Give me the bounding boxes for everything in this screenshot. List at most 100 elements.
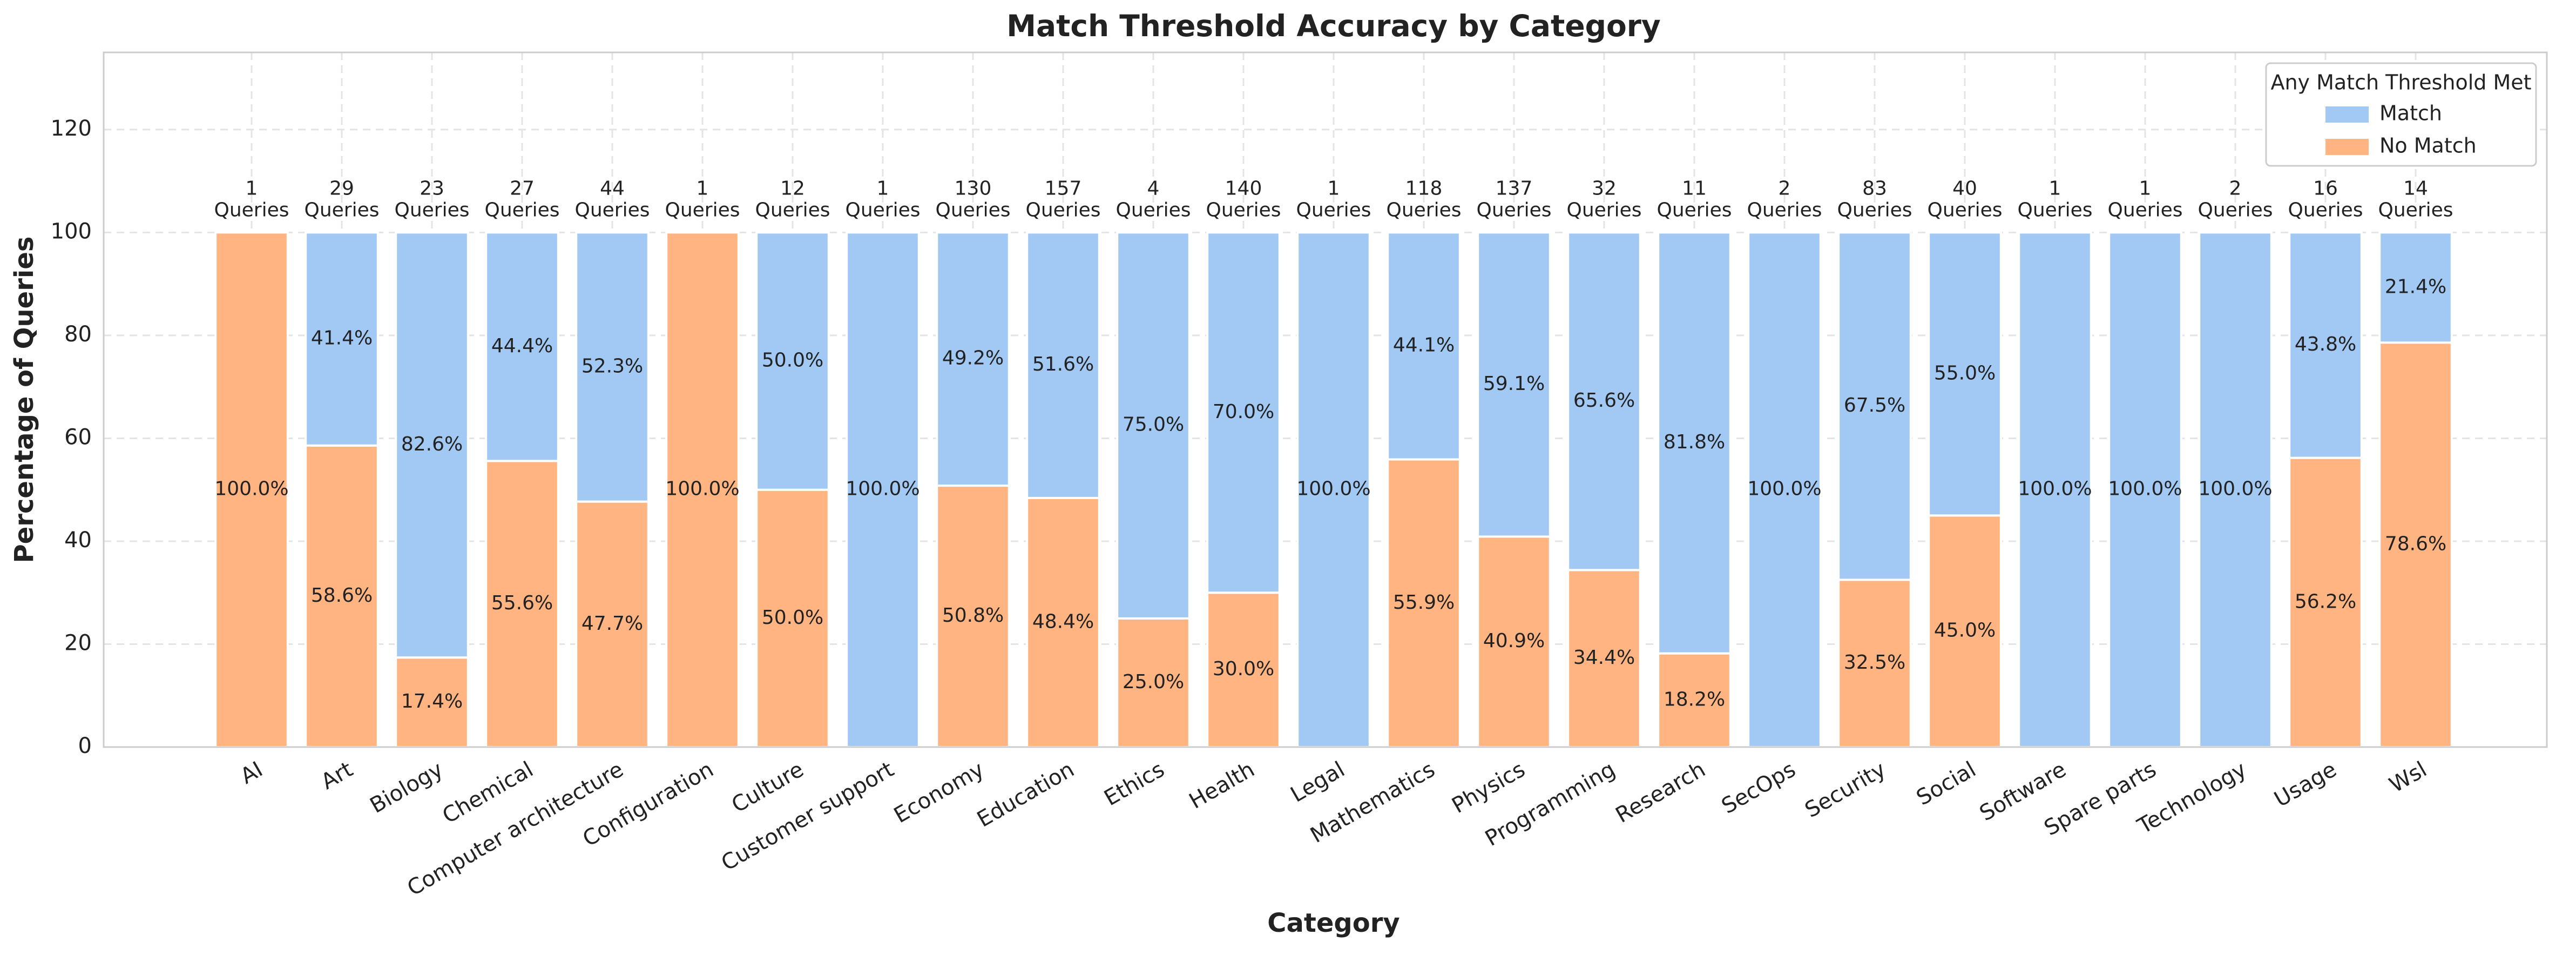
bar-segment bbox=[2198, 231, 2273, 748]
bar-segment bbox=[1116, 231, 1191, 620]
query-word: Queries bbox=[1206, 199, 1281, 221]
value-label: 49.2% bbox=[942, 347, 1004, 369]
query-word: Queries bbox=[304, 199, 379, 221]
bar-segment bbox=[305, 231, 379, 447]
bar-segment bbox=[1567, 231, 1641, 571]
value-label: 21.4% bbox=[2385, 275, 2446, 298]
bar-segment bbox=[1296, 231, 1371, 748]
value-label: 100.0% bbox=[665, 478, 739, 500]
query-count: 1 bbox=[1328, 177, 1340, 199]
query-word: Queries bbox=[665, 199, 740, 221]
query-word: Queries bbox=[2017, 199, 2092, 221]
query-count: 1 bbox=[2139, 177, 2152, 199]
query-word: Queries bbox=[394, 199, 469, 221]
bar-segment bbox=[2018, 231, 2092, 748]
query-count: 44 bbox=[600, 177, 625, 199]
bar-segment bbox=[575, 231, 650, 503]
query-word: Queries bbox=[1386, 199, 1461, 221]
value-label: 100.0% bbox=[1747, 478, 1821, 500]
query-word: Queries bbox=[1115, 199, 1191, 221]
bar-segment bbox=[485, 460, 559, 748]
bar-segment bbox=[1747, 231, 1822, 748]
value-label: 40.9% bbox=[1483, 630, 1545, 652]
query-count: 1 bbox=[877, 177, 889, 199]
bar-segment bbox=[1206, 231, 1281, 594]
query-count: 130 bbox=[955, 177, 992, 199]
query-count: 157 bbox=[1045, 177, 1082, 199]
query-count: 32 bbox=[1592, 177, 1617, 199]
query-count: 29 bbox=[329, 177, 354, 199]
value-label: 81.8% bbox=[1664, 431, 1725, 453]
bar-segment bbox=[1026, 496, 1100, 748]
value-label: 100.0% bbox=[2198, 478, 2272, 500]
bar-segment bbox=[2288, 456, 2363, 748]
value-label: 70.0% bbox=[1213, 401, 1274, 423]
value-label: 51.6% bbox=[1032, 353, 1094, 375]
query-count: 2 bbox=[1779, 177, 1791, 199]
value-label: 52.3% bbox=[582, 355, 643, 378]
query-word: Queries bbox=[1296, 199, 1371, 221]
y-tick-label: 40 bbox=[64, 528, 92, 553]
value-label: 100.0% bbox=[1296, 478, 1370, 500]
value-label: 48.4% bbox=[1032, 610, 1094, 633]
value-label: 17.4% bbox=[401, 690, 463, 712]
query-word: Queries bbox=[1747, 199, 1822, 221]
bar-segment bbox=[1657, 231, 1732, 655]
query-count: 4 bbox=[1147, 177, 1160, 199]
value-label: 78.6% bbox=[2385, 533, 2446, 555]
value-label: 41.4% bbox=[311, 327, 373, 349]
value-label: 82.6% bbox=[401, 433, 463, 455]
bar-segment bbox=[1387, 231, 1461, 461]
query-word: Queries bbox=[935, 199, 1010, 221]
bar-segment bbox=[485, 231, 559, 462]
bar-segment bbox=[1567, 569, 1641, 748]
value-label: 56.2% bbox=[2295, 590, 2356, 613]
value-label: 55.6% bbox=[491, 592, 553, 614]
value-label: 55.9% bbox=[1393, 591, 1455, 614]
bar-segment bbox=[2378, 231, 2453, 344]
bar-segment bbox=[305, 444, 379, 748]
query-count: 11 bbox=[1682, 177, 1707, 199]
bar-segment bbox=[395, 231, 469, 659]
plot-frame bbox=[103, 51, 2548, 748]
query-count: 40 bbox=[1952, 177, 1977, 199]
query-count: 137 bbox=[1496, 177, 1533, 199]
y-tick-label: 80 bbox=[64, 322, 92, 347]
value-label: 100.0% bbox=[2108, 478, 2182, 500]
query-count: 1 bbox=[2049, 177, 2061, 199]
x-axis-label: Category bbox=[1267, 908, 1399, 938]
bar-segment bbox=[2288, 231, 2363, 459]
value-label: 100.0% bbox=[846, 478, 919, 500]
y-axis-label: Percentage of Queries bbox=[9, 237, 39, 563]
bar-segment bbox=[214, 231, 289, 748]
y-tick-label: 100 bbox=[51, 219, 92, 244]
query-count: 12 bbox=[780, 177, 805, 199]
bar-segment bbox=[395, 656, 469, 749]
query-word: Queries bbox=[1837, 199, 1912, 221]
bar-segment bbox=[1026, 231, 1100, 499]
value-label: 47.7% bbox=[582, 613, 643, 635]
legend-swatch bbox=[2325, 139, 2369, 155]
value-label: 58.6% bbox=[311, 584, 373, 607]
value-label: 44.1% bbox=[1393, 334, 1455, 356]
value-label: 45.0% bbox=[1934, 620, 1996, 642]
value-label: 18.2% bbox=[1664, 688, 1725, 710]
query-count: 118 bbox=[1405, 177, 1443, 199]
value-label: 50.0% bbox=[762, 607, 823, 629]
bar-segment bbox=[1657, 652, 1732, 749]
bar-segment bbox=[1928, 231, 2002, 517]
query-count: 1 bbox=[697, 177, 709, 199]
value-label: 50.8% bbox=[942, 604, 1004, 627]
bar-segment bbox=[1477, 535, 1551, 749]
query-word: Queries bbox=[1476, 199, 1551, 221]
query-word: Queries bbox=[2107, 199, 2182, 221]
y-tick-label: 60 bbox=[64, 425, 92, 449]
value-label: 65.6% bbox=[1573, 389, 1635, 412]
value-label: 75.0% bbox=[1123, 414, 1184, 436]
query-word: Queries bbox=[1025, 199, 1100, 221]
value-label: 59.1% bbox=[1483, 373, 1545, 395]
query-word: Queries bbox=[1566, 199, 1641, 221]
query-count: 2 bbox=[2229, 177, 2242, 199]
value-label: 25.0% bbox=[1123, 671, 1184, 693]
query-word: Queries bbox=[2288, 199, 2363, 221]
